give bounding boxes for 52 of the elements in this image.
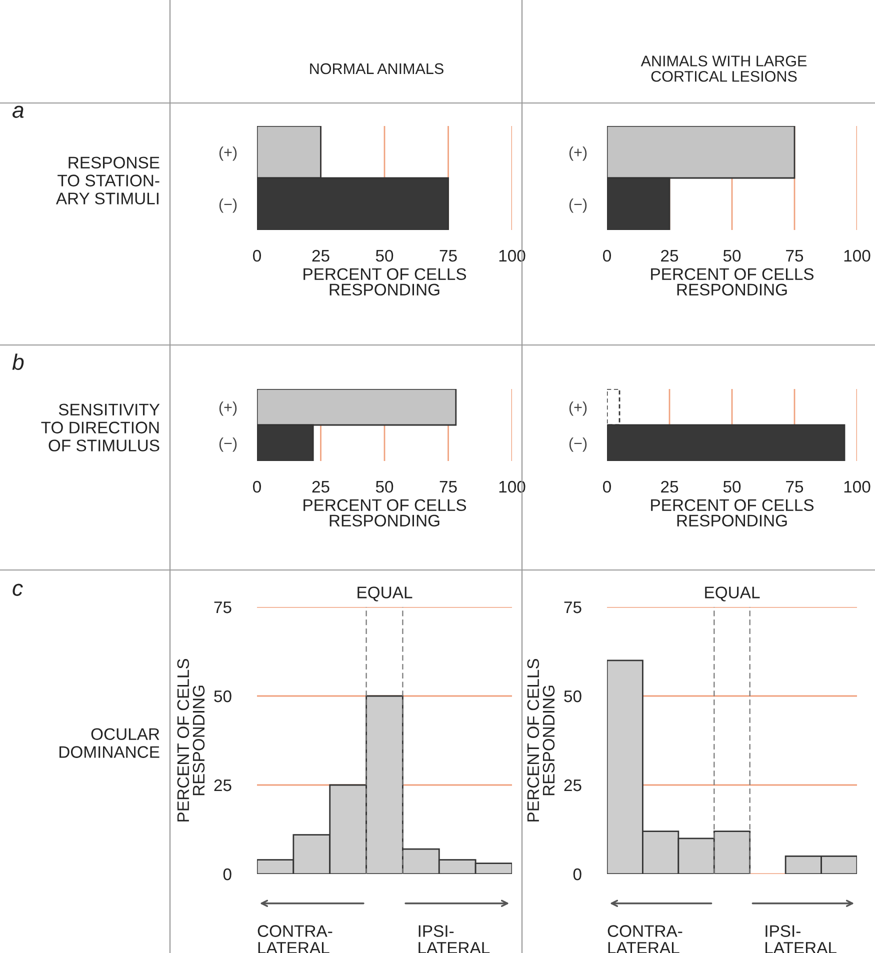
y-tick-label: 25 bbox=[564, 779, 582, 792]
y-axis-title: PERCENT OF CELLS RESPONDING bbox=[177, 658, 205, 822]
chart-title: NORMAL ANIMALS bbox=[310, 63, 444, 74]
x-tick-label: 0 bbox=[253, 250, 261, 262]
x-tick-label: 50 bbox=[723, 250, 741, 262]
x-tick-label: 50 bbox=[376, 480, 394, 493]
text: SENSITIVITY TO DIRECTION OF STIMULUS bbox=[41, 404, 160, 452]
x-tick-label: 50 bbox=[723, 480, 741, 493]
y-tick-label: (−) bbox=[569, 437, 587, 452]
y-tick-label: 75 bbox=[564, 602, 582, 614]
y-tick-label: 50 bbox=[214, 690, 232, 702]
text: a bbox=[12, 106, 24, 118]
x-tick-label: 75 bbox=[440, 250, 457, 262]
x-tick-label: 0 bbox=[253, 480, 261, 493]
y-tick-label: 25 bbox=[214, 779, 232, 792]
text: RESPONSE TO STATION- ARY STIMULI bbox=[56, 156, 160, 204]
x-tick-label: 100 bbox=[499, 480, 526, 493]
y-tick-label: (−) bbox=[569, 198, 587, 213]
x-axis-title: PERCENT OF CELLS RESPONDING bbox=[304, 268, 466, 296]
x-tick-label: 50 bbox=[376, 250, 394, 262]
y-axis-title: PERCENT OF CELLS RESPONDING bbox=[527, 658, 555, 822]
x-tick-label: 100 bbox=[844, 480, 870, 493]
text: EQUAL bbox=[358, 586, 412, 602]
chart-title: ANIMALS WITH LARGE CORTICAL LESIONS bbox=[640, 56, 807, 82]
x-axis-title: PERCENT OF CELLS RESPONDING bbox=[304, 499, 466, 527]
y-tick-label: 0 bbox=[223, 868, 232, 880]
x-tick-label: 100 bbox=[499, 250, 526, 262]
y-tick-label: (+) bbox=[569, 146, 587, 161]
x-tick-label: 25 bbox=[661, 480, 678, 493]
y-tick-label: 0 bbox=[573, 868, 582, 880]
x-axis-title: PERCENT OF CELLS RESPONDING bbox=[651, 499, 814, 527]
y-tick-label: 75 bbox=[214, 602, 232, 614]
x-tick-label: 75 bbox=[786, 481, 804, 493]
text: b bbox=[12, 354, 24, 370]
x-tick-label: 75 bbox=[786, 250, 804, 262]
x-tick-label: 0 bbox=[603, 480, 611, 493]
text: OCULAR DOMINANCE bbox=[60, 728, 160, 758]
x-tick-label: 25 bbox=[312, 250, 330, 262]
x-tick-label: 25 bbox=[312, 480, 330, 493]
y-tick-label: (−) bbox=[219, 437, 237, 452]
x-tick-label: 100 bbox=[844, 250, 870, 262]
y-tick-label: (+) bbox=[569, 401, 587, 416]
y-tick-label: (−) bbox=[219, 198, 237, 213]
x-tick-label: 0 bbox=[603, 250, 611, 262]
y-tick-label: (+) bbox=[219, 401, 237, 416]
y-tick-label: (+) bbox=[219, 146, 237, 161]
text: c bbox=[12, 584, 23, 596]
y-tick-label: 50 bbox=[564, 690, 582, 702]
x-tick-label: 25 bbox=[661, 250, 678, 262]
x-axis-title: PERCENT OF CELLS RESPONDING bbox=[651, 268, 814, 296]
text: EQUAL bbox=[705, 586, 760, 602]
x-tick-label: 75 bbox=[440, 481, 457, 493]
